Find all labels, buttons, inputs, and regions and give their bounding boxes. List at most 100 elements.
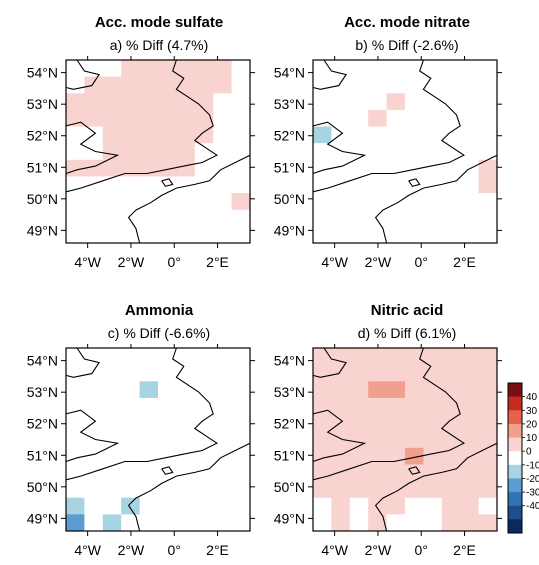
heatmap-cell (158, 481, 177, 499)
plot-frame (312, 59, 498, 244)
plot-frame (65, 59, 251, 244)
heatmap-cell (102, 464, 122, 482)
heatmap-cell (121, 414, 140, 432)
heatmap-cell (423, 397, 443, 415)
heatmap-cell (158, 159, 177, 177)
y-tick-label: 51°N (274, 447, 305, 463)
heatmap-cell (176, 126, 196, 144)
heatmap-cell (194, 193, 214, 211)
heatmap-cell (386, 364, 406, 382)
heatmap-cell (460, 93, 479, 111)
colorbar-segment (508, 505, 522, 520)
heatmap-cell (231, 464, 251, 482)
heatmap-cell (386, 76, 406, 94)
y-tick-label: 51°N (27, 159, 58, 175)
heatmap-cell (349, 76, 369, 94)
heatmap-cell (349, 93, 369, 111)
heatmap-cell (121, 76, 140, 94)
heatmap-cell (213, 209, 232, 227)
heatmap-cell (213, 431, 232, 449)
coastline (374, 154, 498, 244)
heatmap-cell (331, 60, 351, 78)
heatmap-cell (139, 109, 159, 127)
x-tick-label: 4°W (321, 542, 348, 558)
heatmap-cell (158, 447, 177, 465)
heatmap-cell (66, 60, 85, 78)
heatmap-cell (405, 209, 424, 227)
heatmap-cell (213, 193, 232, 211)
heatmap-cell (368, 447, 387, 465)
heatmap-cell (176, 381, 196, 399)
heatmap-cell (368, 381, 387, 399)
heatmap-cell (368, 464, 387, 482)
colorbar-tick-label: 10 (526, 433, 538, 444)
heatmap-cell (313, 193, 332, 211)
heatmap-cell (460, 481, 479, 499)
colorbar: 40 30 20 10 0 -10 -20 -30 -40 (507, 382, 539, 534)
heatmap-cell (331, 497, 351, 515)
heatmap-cell (139, 348, 159, 366)
heatmap-cell (158, 76, 177, 94)
heatmap-cell (423, 348, 443, 366)
heatmap-cell (331, 159, 351, 177)
heatmap-cell (423, 126, 443, 144)
heatmap-cell (460, 209, 479, 227)
heatmap-cell (121, 464, 140, 482)
heatmap-cell (84, 464, 104, 482)
heatmap-cell (231, 381, 251, 399)
heatmap-cell (176, 93, 196, 111)
heatmap-cell (478, 193, 498, 211)
heatmap-cell (66, 464, 85, 482)
heatmap-cell (313, 481, 332, 499)
y-tick-label: 49°N (274, 510, 305, 526)
heatmap-cell (213, 76, 232, 94)
heatmap-cell (423, 159, 443, 177)
heatmap-cell (102, 414, 122, 432)
heatmap-cell (478, 381, 498, 399)
heatmap-cell (460, 397, 479, 415)
heatmap-cell (405, 481, 424, 499)
heatmap-cell (386, 397, 406, 415)
heatmap-cell (231, 447, 251, 465)
colorbar-segment (508, 423, 522, 438)
heatmap-cell (423, 481, 443, 499)
heatmap-cell (194, 348, 214, 366)
heatmap-cell (313, 497, 332, 515)
heatmap-cell (478, 93, 498, 111)
heatmap-cell (84, 497, 104, 515)
coastline (65, 347, 100, 378)
heatmap-cell (194, 159, 214, 177)
heatmap-cell (331, 93, 351, 111)
heatmap-cell (176, 447, 196, 465)
coastline (161, 178, 174, 187)
heatmap-cell (368, 397, 387, 415)
heatmap-cell (213, 397, 232, 415)
panel-a: Acc. mode sulfate a) % Diff (4.7%) 4°W 2°… (27, 14, 255, 270)
heatmap-cell (460, 176, 479, 194)
heatmap-cell (139, 176, 159, 194)
heatmap-cell (313, 60, 332, 78)
heatmap-cell (331, 76, 351, 94)
heatmap-cell (158, 193, 177, 211)
heatmap-cell (313, 76, 332, 94)
heatmap-cell (194, 126, 214, 144)
heatmap-cell (176, 364, 196, 382)
heatmap-cell (102, 381, 122, 399)
y-tick-label: 50°N (274, 479, 305, 495)
heatmap-cell (231, 93, 251, 111)
heatmap-cell (194, 226, 214, 244)
heatmap-cell (460, 381, 479, 399)
heatmap-cell (139, 364, 159, 382)
heatmap-cell (139, 126, 159, 144)
heatmap-cell (121, 364, 140, 382)
heatmap-cell (121, 481, 140, 499)
heatmap-cell (102, 126, 122, 144)
heatmap-cell (66, 348, 85, 366)
heatmap-cell (386, 431, 406, 449)
panel-c-subtitle: c) % Diff (-6.6%) (108, 325, 210, 341)
heatmap-cell (231, 431, 251, 449)
heatmap-cell (368, 159, 387, 177)
x-tick-label: 4°W (74, 254, 101, 270)
heatmap-cell (331, 226, 351, 244)
y-tick-label: 54°N (274, 65, 305, 81)
